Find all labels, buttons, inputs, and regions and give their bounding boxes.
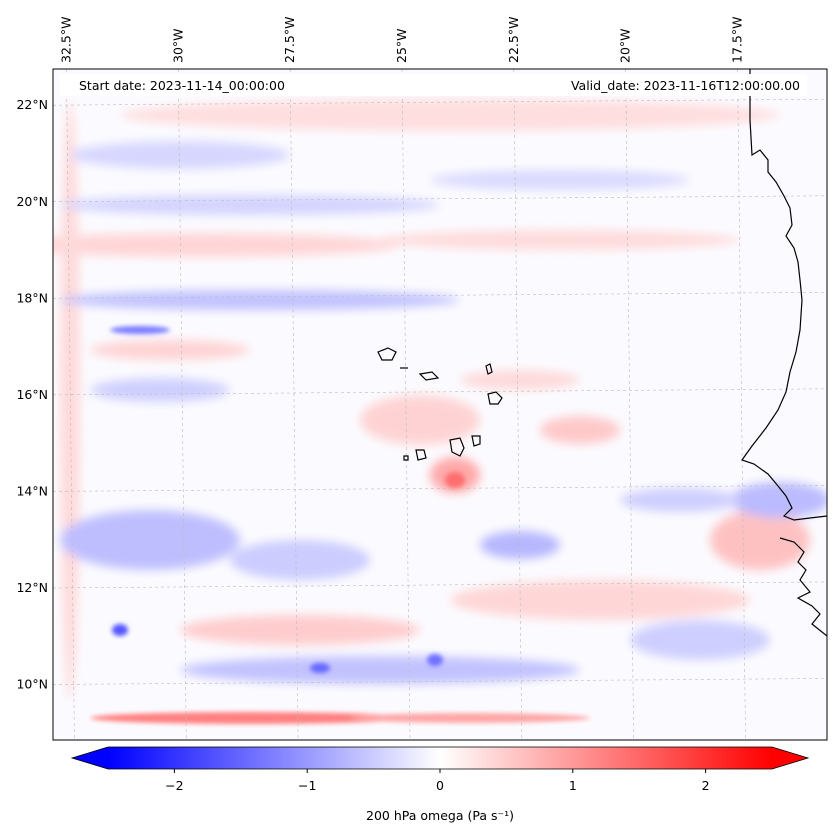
colorbar-tick-label: −1	[298, 778, 316, 793]
coastlines	[377, 69, 827, 637]
africa-coastline	[779, 537, 827, 637]
island	[403, 455, 409, 461]
omega-anomaly-negative	[230, 540, 370, 580]
omega-anomaly-positive	[60, 100, 80, 700]
omega-anomaly-positive	[710, 510, 810, 570]
meridian-gridline	[289, 69, 299, 740]
valid-date-label: Valid_date: 2023-11-16T12:00:00.00	[571, 78, 800, 93]
omega-anomaly-positive	[380, 230, 740, 250]
omega-anomaly-negative	[310, 663, 330, 673]
title-strip	[60, 74, 807, 96]
colorbar-tick-label: 1	[569, 778, 577, 793]
meridian-gridline	[625, 69, 634, 740]
start-date-label: Start date: 2023-11-14_00:00:00	[79, 78, 285, 93]
longitude-labels: 32.5°W 30°W 27.5°W 25°W 22.5°W 20°W 17.5°W	[58, 17, 744, 63]
omega-anomaly-negative	[480, 531, 560, 559]
omega-anomaly-negative	[112, 624, 128, 636]
africa-coastline	[741, 69, 827, 521]
meridian-gridline	[401, 69, 411, 740]
omega-anomaly-negative	[60, 290, 460, 310]
omega-anomaly-positive	[445, 472, 465, 488]
map-panel: Start date: 2023-11-14_00:00:00 Valid_da…	[52, 68, 828, 741]
latitude-label: 16°N	[16, 387, 48, 402]
omega-anomaly-negative	[60, 195, 440, 215]
latitude-label: 12°N	[16, 580, 48, 595]
latitude-label: 18°N	[16, 290, 48, 305]
omega-anomaly-negative	[180, 656, 580, 684]
latitude-labels: 22°N 20°N 18°N 16°N 14°N 12°N 10°N	[16, 97, 48, 691]
colorbar-tick-label: 2	[702, 778, 710, 793]
omega-anomaly-positive	[540, 416, 620, 444]
omega-anomaly-negative	[110, 326, 170, 334]
omega-anomaly-positive	[53, 233, 400, 257]
omega-anomaly-positive	[450, 580, 750, 620]
omega-anomaly-negative	[430, 170, 690, 190]
longitude-label: 27.5°W	[282, 17, 297, 63]
omega-anomaly-positive	[360, 395, 480, 445]
latitude-label: 22°N	[16, 97, 48, 112]
longitude-label: 32.5°W	[58, 17, 73, 63]
latitude-label: 14°N	[16, 483, 48, 498]
omega-anomaly-positive	[90, 712, 410, 724]
gridlines	[53, 69, 827, 740]
colorbar: −2 −1 0 1 2 200 hPa omega (Pa s⁻¹)	[70, 746, 810, 823]
omega-anomaly-negative	[60, 510, 240, 570]
map-frame	[52, 68, 828, 741]
omega-anomaly-positive	[120, 99, 780, 131]
colorbar-ticks: −2 −1 0 1 2	[165, 769, 710, 793]
colorbar-outline	[70, 746, 810, 770]
meridian-gridline	[513, 69, 523, 740]
omega-anomaly-negative	[427, 654, 443, 666]
longitude-label: 30°W	[170, 28, 185, 63]
meridian-gridline	[737, 69, 746, 740]
longitude-label: 17.5°W	[730, 17, 745, 63]
longitude-label: 20°W	[618, 28, 633, 63]
omega-anomaly-positive	[90, 340, 250, 360]
longitude-label: 22.5°W	[506, 17, 521, 63]
colorbar-tick-label: 0	[436, 778, 444, 793]
latitude-label: 20°N	[16, 194, 48, 209]
meridian-gridline	[177, 69, 187, 740]
island	[485, 363, 493, 375]
meridian-gridline	[66, 69, 75, 740]
omega-anomaly-negative	[730, 482, 827, 518]
island	[471, 435, 481, 447]
colorbar-extend-low	[72, 747, 108, 769]
island	[377, 347, 397, 361]
island	[418, 371, 440, 381]
colorbar-extend-high	[772, 747, 808, 769]
omega-anomaly-negative	[630, 620, 770, 660]
omega-field	[53, 99, 827, 724]
omega-anomaly-negative	[90, 378, 230, 402]
colorbar-gradient	[108, 747, 772, 769]
omega-anomaly-positive	[460, 370, 580, 390]
colorbar-tick-label: −2	[165, 778, 183, 793]
island	[487, 391, 503, 405]
longitude-label: 25°W	[394, 28, 409, 63]
colorbar-label: 200 hPa omega (Pa s⁻¹)	[366, 808, 514, 823]
latitude-label: 10°N	[16, 676, 48, 691]
omega-anomaly-negative	[620, 488, 740, 512]
omega-anomaly-positive	[350, 713, 590, 723]
omega-anomaly-negative	[70, 141, 290, 169]
omega-anomaly-positive	[180, 615, 420, 645]
island	[415, 449, 427, 461]
island	[449, 437, 465, 457]
